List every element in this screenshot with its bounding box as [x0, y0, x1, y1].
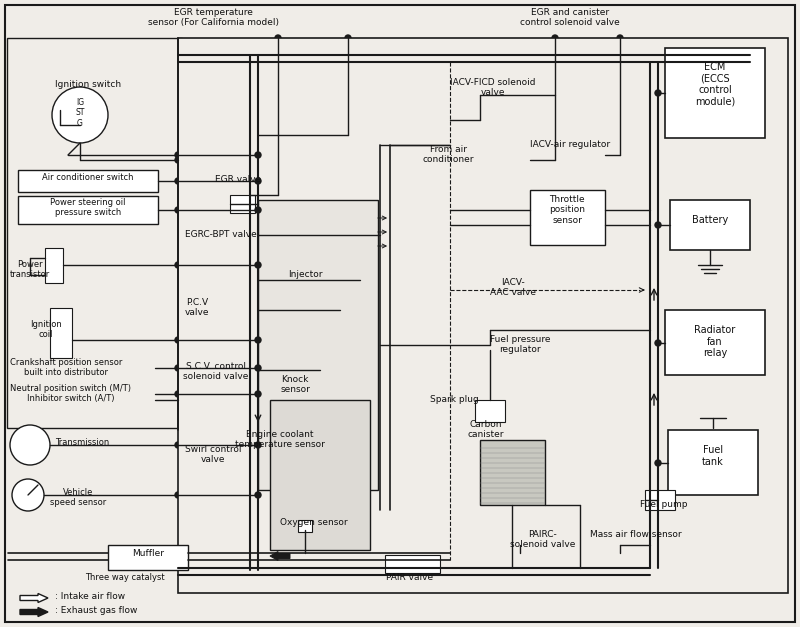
- Text: Ignition
coil: Ignition coil: [30, 320, 62, 339]
- Text: Vehicle
speed sensor: Vehicle speed sensor: [50, 488, 106, 507]
- Text: IACV-
AAC valve: IACV- AAC valve: [490, 278, 536, 297]
- Text: Swirl control
valve: Swirl control valve: [185, 445, 242, 465]
- Bar: [18, 196, 158, 224]
- Text: Fuel
tank: Fuel tank: [702, 445, 724, 466]
- Circle shape: [552, 35, 558, 41]
- FancyArrow shape: [270, 552, 290, 561]
- FancyArrow shape: [20, 608, 48, 616]
- Circle shape: [655, 222, 661, 228]
- Text: IACV-FICD solenoid
valve: IACV-FICD solenoid valve: [450, 78, 535, 97]
- Bar: [530, 190, 605, 245]
- Text: Engine coolant
temperature sensor: Engine coolant temperature sensor: [235, 430, 325, 450]
- Text: From air
conditioner: From air conditioner: [422, 145, 474, 164]
- Circle shape: [175, 178, 181, 184]
- Text: Spark plug: Spark plug: [430, 395, 478, 404]
- Circle shape: [255, 152, 261, 158]
- Circle shape: [175, 262, 181, 268]
- Bar: [18, 170, 158, 192]
- Text: Power
transistor: Power transistor: [10, 260, 50, 280]
- Circle shape: [175, 391, 181, 397]
- Text: Fuel pump: Fuel pump: [640, 500, 687, 509]
- Text: IACV-air regulator: IACV-air regulator: [530, 140, 610, 149]
- Text: PAIR valve: PAIR valve: [386, 573, 434, 582]
- Text: Air conditioner switch: Air conditioner switch: [42, 173, 134, 182]
- Circle shape: [175, 492, 181, 498]
- Bar: [645, 490, 675, 510]
- Circle shape: [175, 207, 181, 213]
- Text: : Exhaust gas flow: : Exhaust gas flow: [55, 606, 138, 615]
- Text: Muffler: Muffler: [132, 549, 164, 558]
- Text: EGR valve: EGR valve: [215, 175, 262, 184]
- Text: PAIRC-
solenoid valve: PAIRC- solenoid valve: [510, 530, 575, 549]
- Text: EGR and canister
control solenoid valve: EGR and canister control solenoid valve: [520, 8, 620, 28]
- Text: Oxygen sensor: Oxygen sensor: [280, 518, 348, 527]
- Text: P.C.V
valve: P.C.V valve: [185, 298, 210, 317]
- Bar: [385, 555, 440, 573]
- FancyArrow shape: [421, 557, 430, 567]
- Bar: [7, 38, 182, 428]
- Text: IG
ST
G: IG ST G: [75, 98, 85, 128]
- Bar: [230, 195, 255, 213]
- Text: S.C.V. control
solenoid valve: S.C.V. control solenoid valve: [183, 362, 248, 381]
- Text: Crankshaft position sensor
built into distributor: Crankshaft position sensor built into di…: [10, 358, 122, 377]
- Circle shape: [255, 337, 261, 343]
- Circle shape: [275, 35, 281, 41]
- Bar: [665, 310, 765, 375]
- Circle shape: [175, 157, 181, 163]
- Text: Throttle
position
sensor: Throttle position sensor: [549, 195, 585, 225]
- Text: Fuel pressure
regulator: Fuel pressure regulator: [490, 335, 550, 354]
- Bar: [475, 400, 505, 422]
- Text: Carbon
canister: Carbon canister: [467, 420, 503, 440]
- Circle shape: [255, 492, 261, 498]
- Bar: [480, 440, 545, 505]
- Text: EGR temperature
sensor (For California model): EGR temperature sensor (For California m…: [147, 8, 278, 28]
- Circle shape: [255, 207, 261, 213]
- Bar: [270, 400, 370, 550]
- Bar: [298, 520, 312, 532]
- Circle shape: [255, 442, 261, 448]
- Text: : Intake air flow: : Intake air flow: [55, 592, 125, 601]
- Text: ECM
(ECCS
control
module): ECM (ECCS control module): [695, 62, 735, 107]
- Text: Power steering oil
pressure switch: Power steering oil pressure switch: [50, 198, 126, 218]
- Bar: [668, 430, 758, 495]
- Circle shape: [655, 90, 661, 96]
- Bar: [178, 38, 788, 593]
- Text: EGRC-BPT valve: EGRC-BPT valve: [185, 230, 257, 239]
- Bar: [665, 48, 765, 138]
- Circle shape: [255, 391, 261, 397]
- Circle shape: [655, 340, 661, 346]
- Circle shape: [175, 337, 181, 343]
- Text: Neutral position switch (M/T)
Inhibitor switch (A/T): Neutral position switch (M/T) Inhibitor …: [10, 384, 131, 403]
- Circle shape: [255, 262, 261, 268]
- Circle shape: [10, 425, 50, 465]
- Bar: [45, 248, 63, 283]
- Text: Three way catalyst: Three way catalyst: [85, 573, 165, 582]
- Circle shape: [655, 460, 661, 466]
- Bar: [50, 308, 72, 358]
- Text: Ignition switch: Ignition switch: [55, 80, 121, 89]
- FancyArrow shape: [20, 594, 48, 603]
- Text: Mass air flow sensor: Mass air flow sensor: [590, 530, 682, 539]
- Text: Injector: Injector: [288, 270, 322, 279]
- Text: Transmission: Transmission: [55, 438, 110, 447]
- Bar: [108, 545, 188, 570]
- Circle shape: [617, 35, 623, 41]
- Circle shape: [345, 35, 351, 41]
- Bar: [670, 200, 750, 250]
- Circle shape: [175, 152, 181, 158]
- Circle shape: [255, 365, 261, 371]
- Text: Radiator
fan
relay: Radiator fan relay: [694, 325, 736, 358]
- Text: Battery: Battery: [692, 215, 728, 225]
- Circle shape: [175, 365, 181, 371]
- Bar: [258, 200, 378, 490]
- Circle shape: [255, 178, 261, 184]
- Text: Knock
sensor: Knock sensor: [280, 375, 310, 394]
- Circle shape: [12, 479, 44, 511]
- Circle shape: [175, 442, 181, 448]
- Circle shape: [52, 87, 108, 143]
- FancyArrow shape: [390, 557, 399, 567]
